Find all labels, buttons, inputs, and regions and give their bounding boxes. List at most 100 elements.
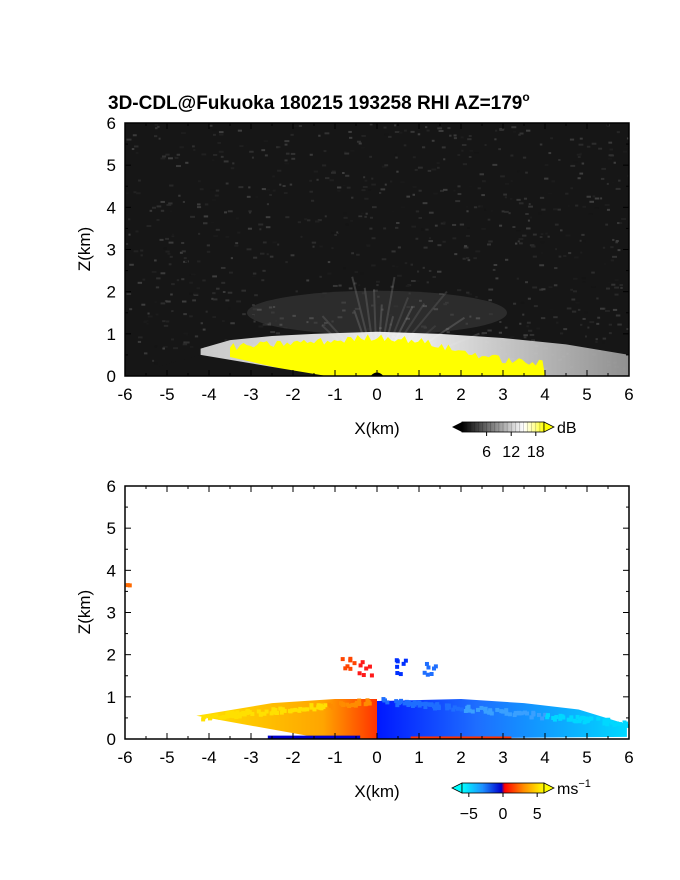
noise-speckle bbox=[214, 194, 219, 197]
noise-speckle bbox=[245, 144, 248, 147]
noise-speckle bbox=[290, 254, 295, 257]
velocity-echo-pixel bbox=[529, 715, 534, 720]
noise-speckle bbox=[346, 186, 351, 189]
noise-speckle bbox=[465, 322, 469, 325]
noise-speckle bbox=[582, 205, 586, 208]
noise-speckle bbox=[152, 359, 155, 362]
isolated-echo-pixel bbox=[403, 658, 408, 663]
velocity-echo-pixel bbox=[489, 711, 494, 716]
noise-speckle bbox=[167, 252, 171, 255]
noise-speckle bbox=[582, 317, 586, 320]
noise-speckle bbox=[309, 190, 313, 193]
noise-speckle bbox=[425, 228, 429, 231]
noise-speckle bbox=[545, 232, 548, 235]
noise-speckle bbox=[171, 283, 175, 286]
noise-speckle bbox=[163, 247, 168, 250]
noise-speckle bbox=[455, 200, 461, 203]
reflectivity-colorbar: dB 6 12 18 bbox=[452, 420, 577, 461]
noise-speckle bbox=[381, 165, 387, 168]
noise-speckle bbox=[369, 123, 373, 126]
velocity-echo-pixel bbox=[385, 700, 390, 705]
velocity-x-tick-label: 4 bbox=[540, 748, 549, 767]
noise-speckle bbox=[581, 162, 585, 165]
noise-speckle bbox=[431, 168, 437, 171]
noise-speckle bbox=[609, 148, 614, 151]
noise-speckle bbox=[615, 314, 621, 317]
noise-speckle bbox=[620, 286, 623, 289]
noise-speckle bbox=[598, 147, 603, 150]
noise-speckle bbox=[395, 156, 398, 159]
noise-speckle bbox=[383, 126, 387, 129]
noise-speckle bbox=[403, 129, 407, 132]
noise-speckle bbox=[176, 279, 180, 282]
noise-speckle bbox=[196, 206, 202, 209]
noise-speckle bbox=[384, 133, 389, 136]
noise-speckle bbox=[573, 277, 578, 280]
noise-speckle bbox=[484, 143, 487, 146]
noise-speckle bbox=[397, 145, 400, 148]
noise-speckle bbox=[354, 307, 360, 310]
noise-speckle bbox=[519, 242, 523, 245]
noise-speckle bbox=[412, 185, 417, 188]
noise-speckle bbox=[358, 215, 363, 218]
noise-speckle bbox=[179, 146, 184, 149]
velocity-echo-pixel bbox=[406, 703, 411, 708]
noise-speckle bbox=[550, 137, 554, 140]
noise-speckle bbox=[587, 326, 590, 329]
velocity-echo-pixel bbox=[580, 715, 585, 720]
noise-speckle bbox=[493, 263, 498, 266]
noise-speckle bbox=[527, 219, 530, 222]
noise-speckle bbox=[235, 217, 239, 220]
noise-speckle bbox=[388, 314, 393, 317]
noise-speckle bbox=[393, 288, 399, 291]
noise-speckle bbox=[266, 203, 270, 206]
isolated-echo-pixel bbox=[394, 658, 399, 663]
isolated-echo-pixel bbox=[424, 661, 429, 666]
reflectivity-x-tick-label: -4 bbox=[201, 385, 216, 404]
noise-speckle bbox=[262, 323, 268, 326]
noise-speckle bbox=[528, 329, 533, 332]
noise-speckle bbox=[574, 256, 579, 259]
noise-speckle bbox=[262, 269, 266, 272]
noise-speckle bbox=[610, 246, 614, 249]
noise-speckle bbox=[384, 183, 387, 186]
noise-speckle bbox=[210, 221, 215, 224]
noise-speckle bbox=[342, 171, 345, 174]
noise-speckle bbox=[443, 221, 446, 224]
noise-speckle bbox=[426, 129, 430, 132]
noise-speckle bbox=[376, 303, 380, 306]
noise-speckle bbox=[371, 183, 376, 186]
noise-speckle bbox=[343, 267, 346, 270]
noise-speckle bbox=[492, 268, 496, 271]
velocity-echo-pixel bbox=[554, 715, 559, 720]
velocity-echo-pixel bbox=[573, 719, 578, 724]
noise-speckle bbox=[626, 328, 629, 331]
noise-speckle bbox=[199, 328, 204, 331]
noise-speckle bbox=[200, 322, 203, 325]
noise-speckle bbox=[332, 284, 338, 287]
noise-speckle bbox=[163, 324, 169, 327]
noise-speckle bbox=[168, 263, 172, 266]
isolated-echo-pixel bbox=[433, 664, 438, 669]
noise-speckle bbox=[292, 314, 296, 317]
noise-speckle bbox=[516, 198, 521, 201]
noise-speckle bbox=[318, 134, 321, 137]
noise-speckle bbox=[248, 186, 251, 189]
noise-speckle bbox=[169, 184, 174, 187]
velocity-echo-pixel bbox=[364, 701, 369, 706]
velocity-x-axis-label: X(km) bbox=[354, 782, 399, 801]
noise-speckle bbox=[395, 226, 399, 229]
noise-speckle bbox=[572, 290, 578, 293]
noise-speckle bbox=[285, 261, 288, 264]
noise-speckle bbox=[306, 219, 311, 222]
velocity-echo-pixel bbox=[250, 712, 255, 717]
noise-speckle bbox=[559, 229, 563, 232]
noise-speckle bbox=[165, 153, 170, 156]
noise-speckle bbox=[498, 148, 501, 151]
noise-speckle bbox=[354, 271, 359, 274]
isolated-echo-pixel bbox=[340, 657, 345, 662]
noise-speckle bbox=[595, 338, 598, 341]
velocity-echo-pixel bbox=[569, 715, 574, 720]
noise-speckle bbox=[227, 291, 233, 294]
noise-speckle bbox=[166, 203, 172, 206]
